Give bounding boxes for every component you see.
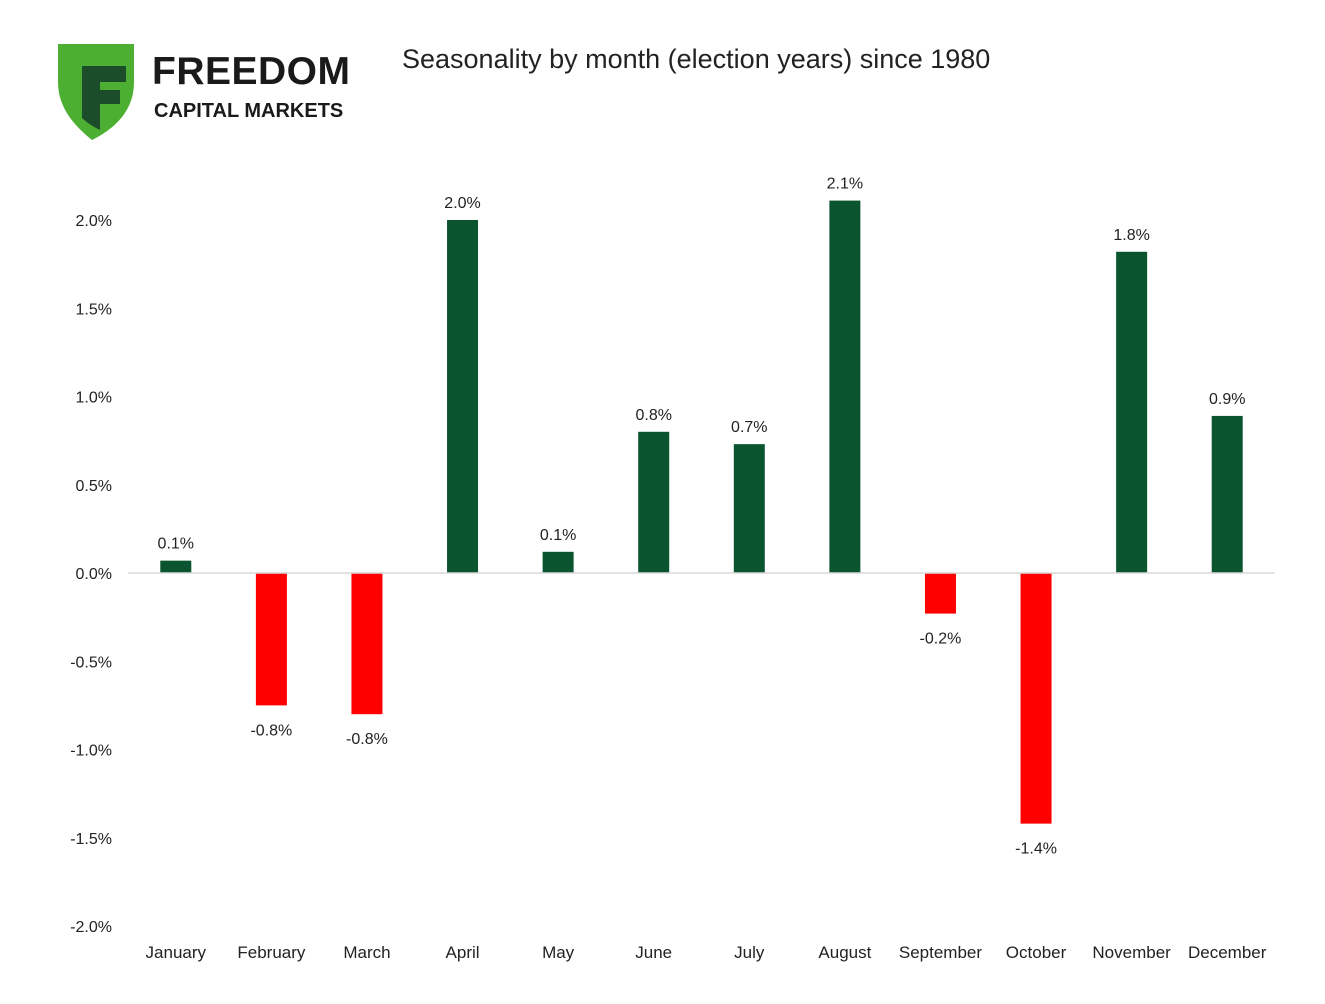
x-tick-label-may: May — [542, 943, 575, 962]
y-tick-label: 2.0% — [76, 213, 112, 230]
data-label-october: -1.4% — [1015, 841, 1057, 858]
y-axis: 2.0% 1.5% 1.0% 0.5% 0.0% -0.5% -1.0% -1.5% -2.0% — [70, 213, 112, 936]
data-label-june: 0.8% — [635, 407, 671, 424]
bar-june — [638, 431, 670, 573]
data-labels: 0.1% -0.8% -0.8% 2.0% 0.1% 0.8% 0.7% 2.1% -0.2% -… — [158, 176, 1246, 858]
y-tick-label: -1.0% — [70, 743, 112, 760]
bar-december — [1211, 415, 1243, 573]
y-tick-label: -2.0% — [70, 919, 112, 936]
bar-february — [255, 573, 287, 706]
chart-title: Seasonality by month (election years) si… — [402, 44, 991, 74]
brand-logo: FREEDOM CAPITAL MARKETS — [56, 42, 356, 142]
bar-november — [1116, 251, 1148, 573]
data-label-may: 0.1% — [540, 527, 576, 544]
x-tick-label-september: September — [899, 943, 982, 962]
bar-march — [351, 573, 383, 715]
data-label-january: 0.1% — [158, 536, 194, 553]
brand-subtitle: CAPITAL MARKETS — [154, 100, 344, 122]
x-axis: January February March April May June July Augu… — [146, 943, 1267, 962]
data-label-april: 2.0% — [444, 195, 480, 212]
data-label-july: 0.7% — [731, 419, 767, 436]
data-label-march: -0.8% — [346, 731, 388, 748]
bar-july — [733, 444, 765, 573]
bar-september — [924, 573, 956, 614]
x-tick-label-november: November — [1092, 943, 1171, 962]
shield-f-logo-icon — [58, 44, 134, 140]
x-tick-label-march: March — [343, 943, 390, 962]
data-label-december: 0.9% — [1209, 391, 1245, 408]
x-tick-label-april: April — [446, 943, 480, 962]
x-tick-label-january: January — [146, 943, 207, 962]
data-label-september: -0.2% — [920, 631, 962, 648]
bar-august — [829, 200, 861, 573]
x-tick-label-february: February — [237, 943, 306, 962]
y-tick-label: -0.5% — [70, 654, 112, 671]
y-tick-label: 0.5% — [76, 478, 112, 495]
x-tick-label-june: June — [635, 943, 672, 962]
x-tick-label-august: August — [818, 943, 871, 962]
y-tick-label: 0.0% — [76, 566, 112, 583]
bar-january — [160, 560, 192, 573]
bar-october — [1020, 573, 1052, 824]
data-label-february: -0.8% — [250, 722, 292, 739]
y-tick-label: -1.5% — [70, 831, 112, 848]
bar-may — [542, 551, 574, 573]
brand-name: FREEDOM — [152, 50, 351, 93]
x-tick-label-december: December — [1188, 943, 1267, 962]
y-tick-label: 1.0% — [76, 390, 112, 407]
x-tick-label-october: October — [1006, 943, 1067, 962]
bar-april — [447, 220, 479, 573]
y-tick-label: 1.5% — [76, 301, 112, 318]
data-label-november: 1.8% — [1113, 227, 1149, 244]
x-tick-label-july: July — [734, 943, 765, 962]
data-label-august: 2.1% — [827, 176, 863, 193]
bars — [160, 200, 1243, 824]
